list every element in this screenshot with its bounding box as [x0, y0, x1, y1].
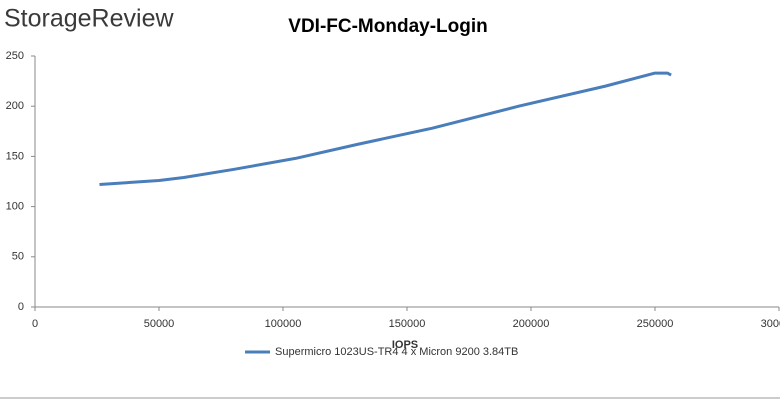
y-tick-label: 250	[6, 50, 24, 62]
legend-label: Supermicro 1023US-TR4 4 x Micron 9200 3.…	[275, 346, 518, 358]
y-tick-label: 200	[6, 100, 24, 112]
logo: StorageReview	[4, 5, 174, 33]
x-tick-label: 0	[32, 318, 38, 330]
x-tick-label: 150000	[389, 318, 426, 330]
y-tick-label: 150	[6, 150, 24, 162]
y-tick-label: 0	[18, 301, 24, 313]
x-tick-label: 100000	[265, 318, 302, 330]
x-tick-label: 300000	[761, 318, 780, 330]
chart-title: VDI-FC-Monday-Login	[288, 16, 487, 37]
x-tick-label: 200000	[513, 318, 550, 330]
x-tick-label: 50000	[144, 318, 175, 330]
y-tick-label: 50	[12, 251, 24, 263]
x-tick-label: 250000	[637, 318, 674, 330]
y-tick-label: 100	[6, 201, 24, 213]
series-line	[99, 71, 672, 187]
x-axis-label: IOPS	[392, 339, 418, 351]
